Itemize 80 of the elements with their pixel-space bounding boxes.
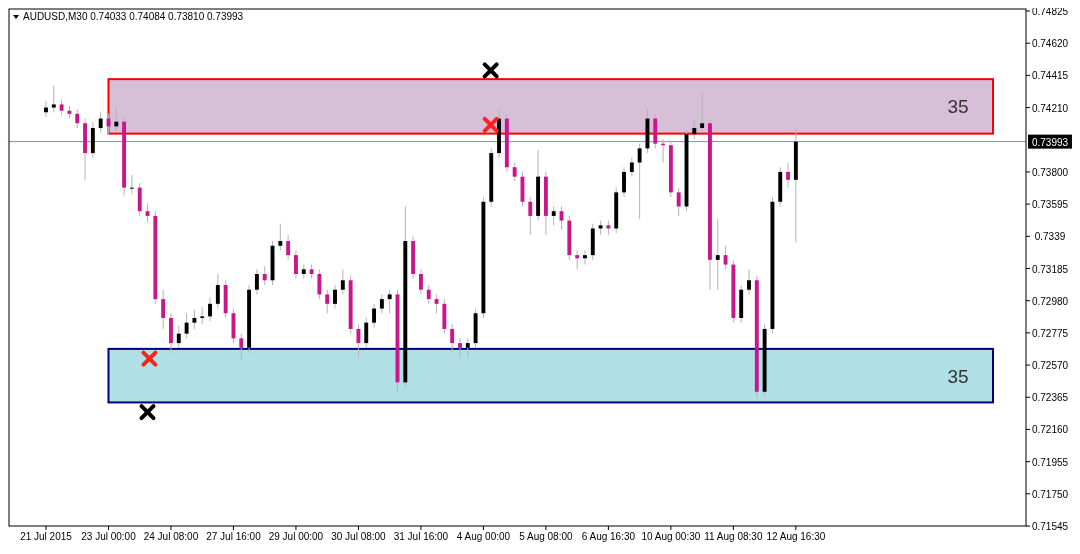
candlestick	[176, 325, 181, 349]
ref-line-label: 0.73993	[1031, 136, 1069, 148]
candlestick	[575, 249, 580, 270]
y-tick-label: 0.72365	[1031, 392, 1069, 404]
x-tick-label: 31 Jul 16:00	[393, 531, 449, 542]
x-tick-label: 10 Aug 00:30	[641, 531, 701, 542]
candlestick	[262, 265, 267, 286]
y-tick-label: 0.72775	[1031, 327, 1069, 339]
candlestick	[51, 85, 56, 113]
candlestick	[676, 187, 681, 217]
candlestick	[622, 166, 626, 198]
y-tick-label: 0.71750	[1031, 488, 1069, 500]
y-tick-label: 0.71545	[1031, 521, 1069, 532]
candlestick	[715, 218, 720, 291]
x-tick-label: 27 Jul 16:00	[206, 531, 262, 542]
candlestick	[450, 323, 455, 353]
candlestick	[215, 273, 220, 310]
candlestick	[208, 297, 212, 322]
x-tick-label: 24 Jul 08:00	[143, 531, 199, 542]
candlestick	[192, 309, 197, 330]
candlestick	[239, 333, 244, 361]
y-tick-label: 0.72570	[1031, 360, 1069, 372]
band-label: 35	[947, 365, 969, 387]
candlestick	[372, 303, 377, 328]
x-tick-label: 12 Aug 16:30	[766, 531, 826, 542]
y-tick-label: 0.74620	[1031, 38, 1069, 50]
candlestick	[786, 162, 790, 189]
candlestick	[325, 289, 330, 314]
candlestick	[629, 157, 634, 178]
candlestick	[418, 268, 423, 295]
candlestick	[465, 337, 470, 358]
candlestick	[692, 118, 697, 140]
y-tick-label: 0.72980	[1031, 295, 1069, 307]
candlestick	[286, 234, 291, 261]
x-tick-label: 29 Jul 00:00	[268, 531, 324, 542]
candlestick	[583, 249, 587, 266]
x-tick-label: 23 Jul 00:00	[81, 531, 137, 542]
candlestick	[254, 268, 259, 295]
candlestick	[458, 337, 462, 358]
candlestick	[434, 293, 439, 314]
candlestick	[723, 245, 728, 270]
x-tick-label: 21 Jul 2015	[20, 531, 73, 542]
candlestick	[356, 323, 361, 358]
candlestick	[379, 293, 384, 314]
candlestick	[364, 317, 369, 349]
x-tick-label: 4 Aug 00:00	[456, 531, 511, 542]
candlestick	[340, 268, 345, 295]
x-tick-label: 5 Aug 08:00	[519, 531, 574, 542]
x-tick-label: 30 Jul 08:00	[331, 531, 387, 542]
x-tick-label: 11 Aug 08:30	[704, 531, 763, 542]
candlestick	[700, 91, 705, 134]
y-tick-label: 0.73800	[1031, 166, 1069, 178]
y-tick-label: 0.74210	[1031, 102, 1069, 114]
candlestick	[278, 223, 283, 251]
candlestick	[387, 289, 392, 314]
y-tick-label: 0.72160	[1031, 424, 1069, 436]
band-label: 35	[947, 96, 969, 118]
candlestick	[317, 268, 322, 300]
y-tick-label: 0.71955	[1031, 456, 1069, 468]
candlestick	[333, 284, 337, 310]
candlestick	[184, 312, 189, 339]
y-tick-label: 0.73595	[1031, 199, 1069, 211]
candlestick	[426, 284, 431, 305]
chart-title: AUDUSD,M30 0.74033 0.74084 0.73810 0.73993	[23, 11, 244, 22]
y-tick-label: 0.74415	[1031, 70, 1069, 82]
candlestick	[98, 111, 103, 134]
x-tick-label: 6 Aug 16:30	[581, 531, 636, 542]
candlestick	[161, 289, 166, 330]
candlestick	[747, 268, 751, 295]
candlestick	[512, 162, 517, 182]
candlestick	[528, 196, 533, 236]
candlestick	[551, 205, 556, 226]
candlestick	[129, 174, 134, 195]
y-tick-label: 0.74825	[1031, 6, 1069, 17]
candlestick	[637, 143, 642, 220]
candlestick	[75, 108, 80, 129]
candlestick	[137, 182, 142, 217]
candlestick	[294, 249, 298, 280]
y-tick-label: 0.73185	[1031, 263, 1069, 275]
y-tick-label: 0.7339	[1034, 231, 1066, 243]
